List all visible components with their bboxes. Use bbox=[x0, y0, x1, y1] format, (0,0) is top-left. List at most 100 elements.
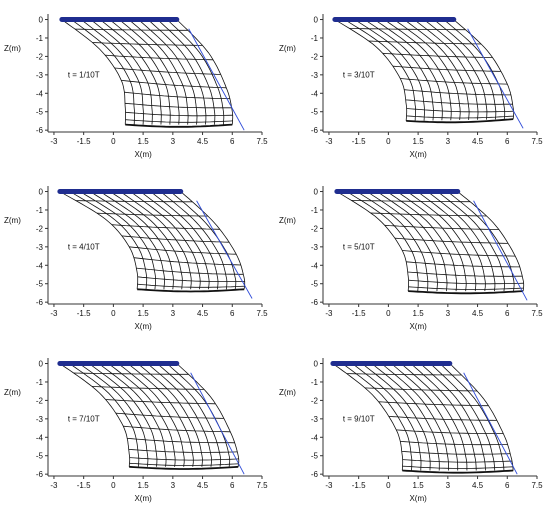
net-meridian bbox=[176, 363, 240, 467]
net-ring bbox=[404, 89, 511, 96]
x-tick-label: 6 bbox=[505, 481, 510, 490]
y-tick-label: -2 bbox=[311, 52, 319, 61]
x-axis-label: X(m) bbox=[134, 494, 152, 503]
x-tick-label: -3 bbox=[50, 481, 58, 490]
net-ring bbox=[364, 387, 478, 392]
y-tick-label: -4 bbox=[311, 89, 319, 98]
y-axis-label: Z(m) bbox=[4, 388, 21, 397]
net-ring bbox=[128, 449, 238, 453]
y-tick-label: -2 bbox=[311, 396, 319, 405]
net-ring bbox=[136, 267, 244, 275]
y-tick-label: -5 bbox=[311, 280, 319, 289]
guide-line bbox=[190, 372, 245, 475]
net-meridian bbox=[332, 363, 404, 471]
x-tick-label: -3 bbox=[325, 137, 333, 146]
x-tick-label: -3 bbox=[50, 309, 58, 318]
y-tick-label: -1 bbox=[311, 206, 319, 215]
net-ring bbox=[111, 224, 220, 230]
x-tick-label: -1.5 bbox=[352, 137, 366, 146]
x-tick-label: -1.5 bbox=[352, 309, 366, 318]
x-tick-label: 0 bbox=[111, 137, 116, 146]
net-ring bbox=[137, 276, 245, 282]
net-meridian bbox=[128, 19, 189, 125]
y-tick-label: -1 bbox=[311, 34, 319, 43]
y-tick-label: -6 bbox=[36, 470, 44, 479]
x-axis-label: X(m) bbox=[134, 150, 152, 159]
net-ring bbox=[396, 429, 504, 434]
y-tick-label: -5 bbox=[36, 280, 44, 289]
y-tick-label: 0 bbox=[314, 188, 319, 197]
net-meridian bbox=[157, 363, 222, 467]
guide-line bbox=[473, 200, 528, 301]
net-ring bbox=[121, 235, 230, 243]
time-label: t = 7/10T bbox=[68, 415, 100, 424]
net-ring bbox=[382, 52, 493, 58]
net-ring bbox=[401, 451, 511, 455]
net-meridian bbox=[150, 191, 219, 290]
x-tick-label: 1.5 bbox=[138, 481, 150, 490]
net-meridian bbox=[364, 19, 434, 121]
time-label: t = 1/10T bbox=[68, 71, 100, 80]
net-ring bbox=[74, 28, 188, 31]
y-tick-label: 0 bbox=[39, 360, 44, 369]
y-tick-label: -4 bbox=[36, 89, 44, 98]
y-axis-label: Z(m) bbox=[4, 216, 21, 225]
panel-5: 0 -1 -2 -3 -4 -5 -6 -3 -1.5 0 1.5 3 4.5 6 7.5 X(m) Z(m) t… bbox=[0, 344, 270, 516]
net-ring bbox=[394, 237, 509, 244]
x-tick-label: 1.5 bbox=[413, 137, 425, 146]
chart-svg-5: 0 -1 -2 -3 -4 -5 -6 -3 -1.5 0 1.5 3 4.5 6 7.5 X(m) Z(m) t… bbox=[4, 358, 268, 503]
net-meridian bbox=[420, 363, 486, 471]
net-bottom-ring bbox=[137, 288, 245, 293]
net-meridian bbox=[361, 363, 431, 471]
net-meridian bbox=[79, 191, 157, 290]
x-tick-label: -3 bbox=[325, 309, 333, 318]
net-mesh bbox=[59, 191, 246, 293]
net-ring bbox=[92, 42, 203, 46]
net-meridian bbox=[352, 363, 422, 471]
x-axis-label: X(m) bbox=[409, 150, 427, 159]
net-meridian bbox=[157, 19, 216, 125]
y-tick-label: -5 bbox=[311, 108, 319, 117]
y-tick-label: -2 bbox=[36, 52, 44, 61]
x-tick-label: 0 bbox=[386, 137, 391, 146]
y-axis-label: Z(m) bbox=[279, 44, 296, 53]
net-meridian bbox=[381, 363, 449, 471]
net-bottom-ring bbox=[406, 118, 514, 124]
chart-svg-6: 0 -1 -2 -3 -4 -5 -6 -3 -1.5 0 1.5 3 4.5 6 7.5 X(m) Z(m) t… bbox=[279, 358, 543, 503]
net-meridian bbox=[109, 19, 171, 125]
x-tick-label: 7.5 bbox=[531, 481, 543, 490]
net-meridian bbox=[99, 19, 162, 125]
net-meridian bbox=[336, 191, 410, 292]
x-tick-label: 1.5 bbox=[413, 309, 425, 318]
y-tick-label: -5 bbox=[311, 452, 319, 461]
net-ring bbox=[137, 283, 245, 288]
net-ring bbox=[378, 401, 489, 407]
net-meridian bbox=[394, 19, 461, 120]
x-tick-label: 7.5 bbox=[256, 137, 268, 146]
guide-line bbox=[196, 200, 253, 299]
x-tick-label: 0 bbox=[386, 309, 391, 318]
x-tick-label: 4.5 bbox=[197, 309, 209, 318]
net-meridian bbox=[137, 363, 203, 467]
x-tick-label: -1.5 bbox=[77, 137, 91, 146]
x-tick-label: 4.5 bbox=[472, 137, 484, 146]
time-label: t = 4/10T bbox=[68, 243, 100, 252]
y-tick-label: 0 bbox=[39, 188, 44, 197]
y-tick-label: -3 bbox=[36, 415, 44, 424]
net-meridian bbox=[346, 191, 419, 292]
y-tick-label: -3 bbox=[311, 415, 319, 424]
net-ring bbox=[105, 399, 216, 405]
net-ring bbox=[402, 465, 513, 469]
net-ring bbox=[400, 441, 508, 446]
net-mesh bbox=[61, 19, 234, 128]
x-tick-label: 3 bbox=[446, 481, 451, 490]
net-meridian bbox=[403, 19, 470, 120]
net-ring bbox=[349, 28, 466, 31]
guide-line bbox=[188, 28, 245, 131]
net-meridian bbox=[427, 191, 496, 292]
y-tick-label: -2 bbox=[36, 396, 44, 405]
net-bottom-ring bbox=[125, 123, 233, 128]
x-tick-label: 0 bbox=[111, 481, 116, 490]
y-tick-label: -3 bbox=[36, 71, 44, 80]
